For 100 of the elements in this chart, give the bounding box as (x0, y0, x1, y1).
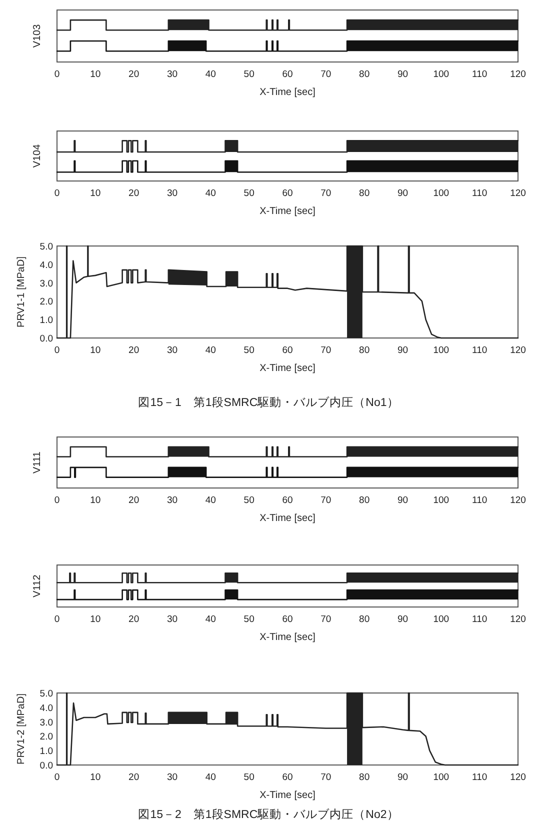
x-tick-label: 30 (166, 69, 178, 80)
x-tick-label: 80 (359, 772, 370, 783)
x-tick-label: 70 (320, 69, 332, 80)
x-tick-label: 30 (166, 614, 178, 625)
x-tick-label: 10 (90, 188, 101, 199)
caption: 図15－2 第1段SMRC駆動・バルブ内圧（No2） (138, 807, 399, 821)
x-tick-label: 40 (205, 188, 216, 199)
x-tick-label: 90 (397, 69, 408, 80)
y-axis-title: V103 (32, 24, 43, 48)
x-tick-label: 100 (433, 614, 450, 625)
x-tick-label: 0 (54, 772, 60, 783)
x-tick-label: 100 (433, 188, 450, 199)
x-tick-label: 80 (359, 495, 370, 506)
x-axis-title: X-Time [sec] (260, 206, 316, 217)
x-tick-label: 80 (359, 614, 370, 625)
x-tick-label: 90 (397, 345, 408, 356)
x-tick-label: 120 (510, 188, 526, 199)
x-tick-label: 110 (472, 345, 488, 356)
x-tick-label: 120 (510, 495, 526, 506)
y-tick-label: 3.0 (40, 717, 53, 728)
x-tick-label: 30 (166, 772, 178, 783)
y-axis-title: V112 (32, 574, 43, 598)
x-tick-label: 50 (244, 495, 254, 506)
x-tick-label: 120 (510, 345, 526, 356)
x-tick-label: 30 (166, 345, 178, 356)
x-tick-label: 20 (128, 614, 140, 625)
x-tick-label: 60 (282, 69, 293, 80)
x-tick-label: 110 (472, 188, 488, 199)
y-tick-label: 3.0 (40, 278, 53, 290)
x-tick-label: 110 (472, 495, 488, 506)
x-axis-title: X-Time [sec] (260, 363, 316, 374)
x-tick-label: 10 (90, 69, 101, 80)
x-tick-label: 110 (472, 69, 488, 80)
x-tick-label: 10 (90, 345, 101, 356)
x-tick-label: 40 (205, 345, 216, 356)
x-tick-label: 50 (244, 614, 254, 625)
y-tick-label: 5.0 (40, 688, 53, 700)
x-tick-label: 50 (244, 188, 254, 199)
y-axis-title: PRV1-1 [MPaD] (16, 256, 27, 328)
x-tick-label: 80 (359, 345, 370, 356)
x-axis-title: X-Time [sec] (260, 790, 316, 801)
x-tick-label: 50 (244, 69, 254, 80)
x-tick-label: 100 (433, 345, 450, 356)
x-tick-label: 0 (54, 345, 60, 356)
y-tick-label: 2.0 (40, 732, 53, 743)
x-tick-label: 50 (244, 345, 254, 356)
x-tick-label: 60 (282, 614, 293, 625)
y-axis-title: PRV1-2 [MPaD] (16, 693, 27, 764)
x-tick-label: 20 (128, 69, 140, 80)
x-axis-title: X-Time [sec] (260, 513, 316, 524)
x-tick-label: 10 (90, 495, 101, 506)
x-tick-label: 80 (359, 69, 370, 80)
x-tick-label: 70 (320, 614, 332, 625)
x-axis-title: X-Time [sec] (260, 632, 316, 643)
x-tick-label: 50 (244, 772, 254, 783)
x-tick-label: 120 (510, 772, 526, 783)
x-tick-label: 0 (54, 614, 60, 625)
x-tick-label: 0 (54, 69, 60, 80)
x-tick-label: 40 (205, 614, 216, 625)
y-tick-label: 4.0 (40, 702, 53, 714)
x-tick-label: 90 (397, 772, 408, 783)
x-tick-label: 40 (205, 69, 216, 80)
x-tick-label: 20 (128, 772, 140, 783)
x-tick-label: 40 (205, 772, 216, 783)
x-tick-label: 100 (433, 772, 450, 783)
x-tick-label: 20 (128, 345, 140, 356)
x-tick-label: 30 (166, 495, 178, 506)
x-tick-label: 90 (397, 188, 408, 199)
x-tick-label: 120 (510, 69, 526, 80)
x-tick-label: 120 (510, 614, 526, 625)
x-tick-label: 60 (282, 495, 293, 506)
y-axis-title: V104 (32, 144, 43, 168)
x-tick-label: 70 (320, 188, 332, 199)
x-tick-label: 20 (128, 495, 140, 506)
x-tick-label: 70 (320, 772, 332, 783)
x-axis-title: X-Time [sec] (260, 87, 316, 98)
y-tick-label: 0.0 (40, 334, 53, 344)
x-tick-label: 10 (90, 772, 101, 783)
x-tick-label: 70 (320, 495, 332, 506)
x-tick-label: 80 (359, 188, 370, 199)
x-tick-label: 100 (433, 69, 450, 80)
x-tick-label: 40 (205, 495, 216, 506)
x-tick-label: 90 (397, 614, 408, 625)
y-tick-label: 1.0 (40, 746, 53, 758)
x-tick-label: 110 (472, 772, 488, 783)
y-tick-label: 1.0 (40, 315, 53, 326)
caption: 図15－1 第1段SMRC駆動・バルブ内圧（No1） (138, 395, 399, 409)
y-tick-label: 2.0 (40, 296, 53, 308)
x-tick-label: 60 (282, 345, 293, 356)
x-tick-label: 70 (320, 345, 332, 356)
y-tick-label: 4.0 (40, 260, 53, 271)
x-tick-label: 30 (166, 188, 178, 199)
y-axis-title: V111 (32, 451, 43, 474)
x-tick-label: 110 (472, 614, 488, 625)
x-tick-label: 100 (433, 495, 450, 506)
y-tick-label: 0.0 (40, 760, 53, 772)
x-tick-label: 0 (54, 495, 60, 506)
x-tick-label: 10 (90, 614, 101, 625)
y-tick-label: 5.0 (40, 242, 53, 252)
x-tick-label: 60 (282, 188, 293, 199)
